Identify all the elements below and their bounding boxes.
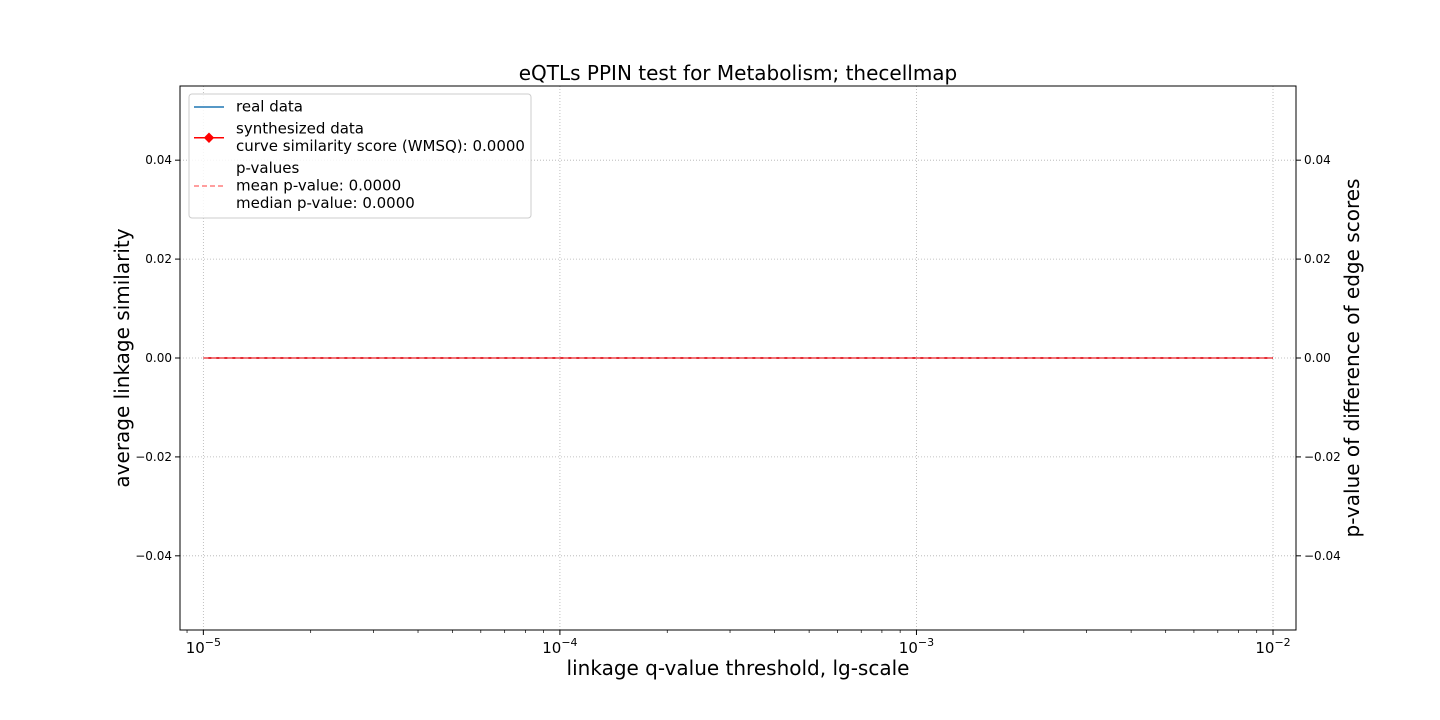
x-axis: 10−5 10−4 10−3 10−2 [186, 630, 1291, 657]
x-tick-label: 10−5 [186, 636, 221, 657]
y2-tick-label: −0.04 [1304, 549, 1341, 563]
x-axis-title: linkage q-value threshold, lg-scale [567, 656, 910, 680]
chart-title: eQTLs PPIN test for Metabolism; thecellm… [519, 61, 958, 85]
y-axis-right: 0.04 0.02 0.00 −0.02 −0.04 [1296, 153, 1341, 563]
y-axis-left: 0.04 0.02 0.00 −0.02 −0.04 [135, 153, 180, 563]
y2-tick-label: 0.00 [1304, 351, 1331, 365]
x-tick-label: 10−2 [1255, 636, 1290, 657]
legend-label: synthesized data [236, 120, 364, 138]
legend-box [188, 93, 532, 219]
legend-diamond-marker [203, 132, 215, 143]
legend-label: curve similarity score (WMSQ): 0.0000 [236, 137, 525, 155]
x-tick-label: 10−3 [899, 636, 934, 657]
legend-label: mean p-value: 0.0000 [236, 177, 401, 195]
y-tick-label: 0.04 [145, 153, 172, 167]
y-tick-label: −0.02 [135, 450, 172, 464]
y-tick-label: 0.00 [145, 351, 172, 365]
y2-tick-label: 0.04 [1304, 153, 1331, 167]
y-tick-label: 0.02 [145, 252, 172, 266]
y2-tick-label: −0.02 [1304, 450, 1341, 464]
legend-label: p-values [236, 159, 300, 177]
y2-axis-title: p-value of difference of edge scores [1340, 179, 1364, 538]
legend-label: median p-value: 0.0000 [236, 194, 415, 212]
legend-label: real data [236, 98, 303, 116]
y-axis-title: average linkage similarity [110, 228, 134, 487]
x-tick-label: 10−4 [542, 636, 577, 657]
y2-tick-label: 0.02 [1304, 252, 1331, 266]
y-tick-label: −0.04 [135, 549, 172, 563]
